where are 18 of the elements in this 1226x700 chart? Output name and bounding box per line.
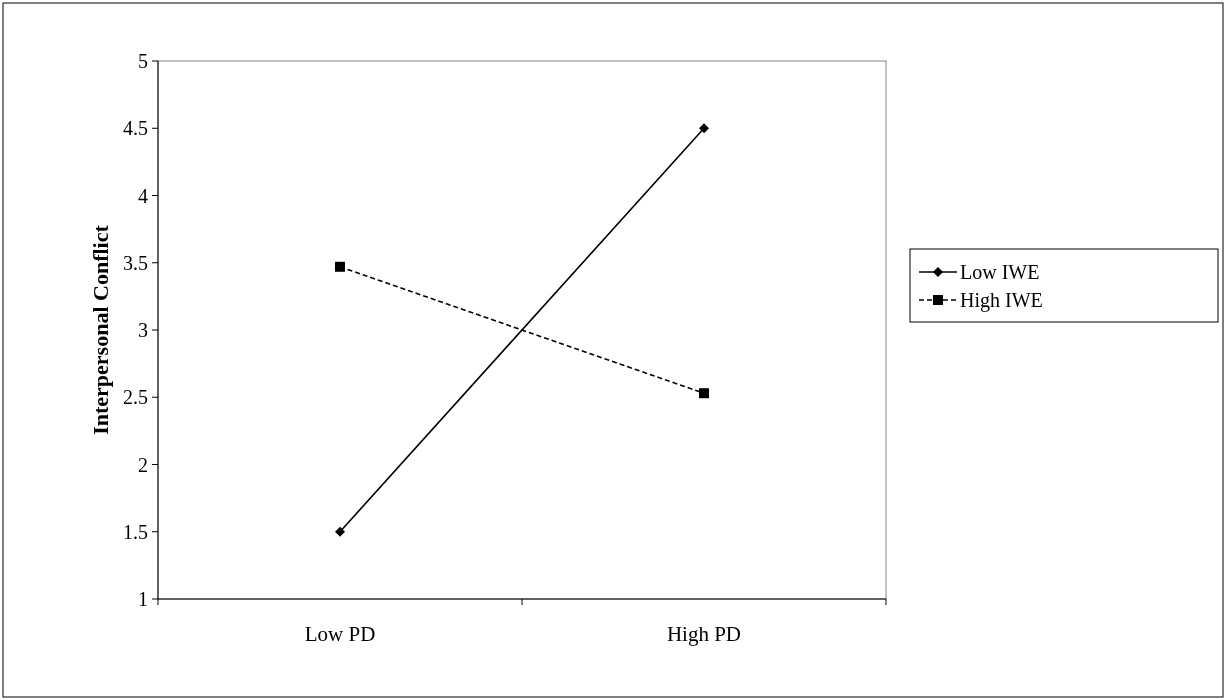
y-tick-label: 1.5	[123, 520, 148, 543]
y-tick-label: 3.5	[123, 251, 148, 274]
y-tick-label: 4.5	[123, 117, 148, 140]
y-tick-label: 5	[138, 50, 148, 72]
point	[699, 388, 709, 399]
point	[335, 261, 345, 272]
y-axis-title: Interpersonal Conflict	[88, 224, 113, 435]
point	[335, 526, 345, 537]
y-tick-label: 2.5	[123, 386, 148, 409]
legend-label: Low IWE	[960, 261, 1040, 283]
x-tick-label: Low PD	[304, 622, 376, 646]
y-tick-label: 3	[138, 319, 148, 341]
y-tick-label: 4	[138, 184, 148, 207]
y-tick-label: 1	[138, 588, 148, 610]
x-tick-label: High PD	[666, 622, 742, 646]
y-tick-label: 2	[138, 453, 148, 476]
legend-label: High IWE	[960, 289, 1043, 312]
point	[699, 123, 709, 134]
